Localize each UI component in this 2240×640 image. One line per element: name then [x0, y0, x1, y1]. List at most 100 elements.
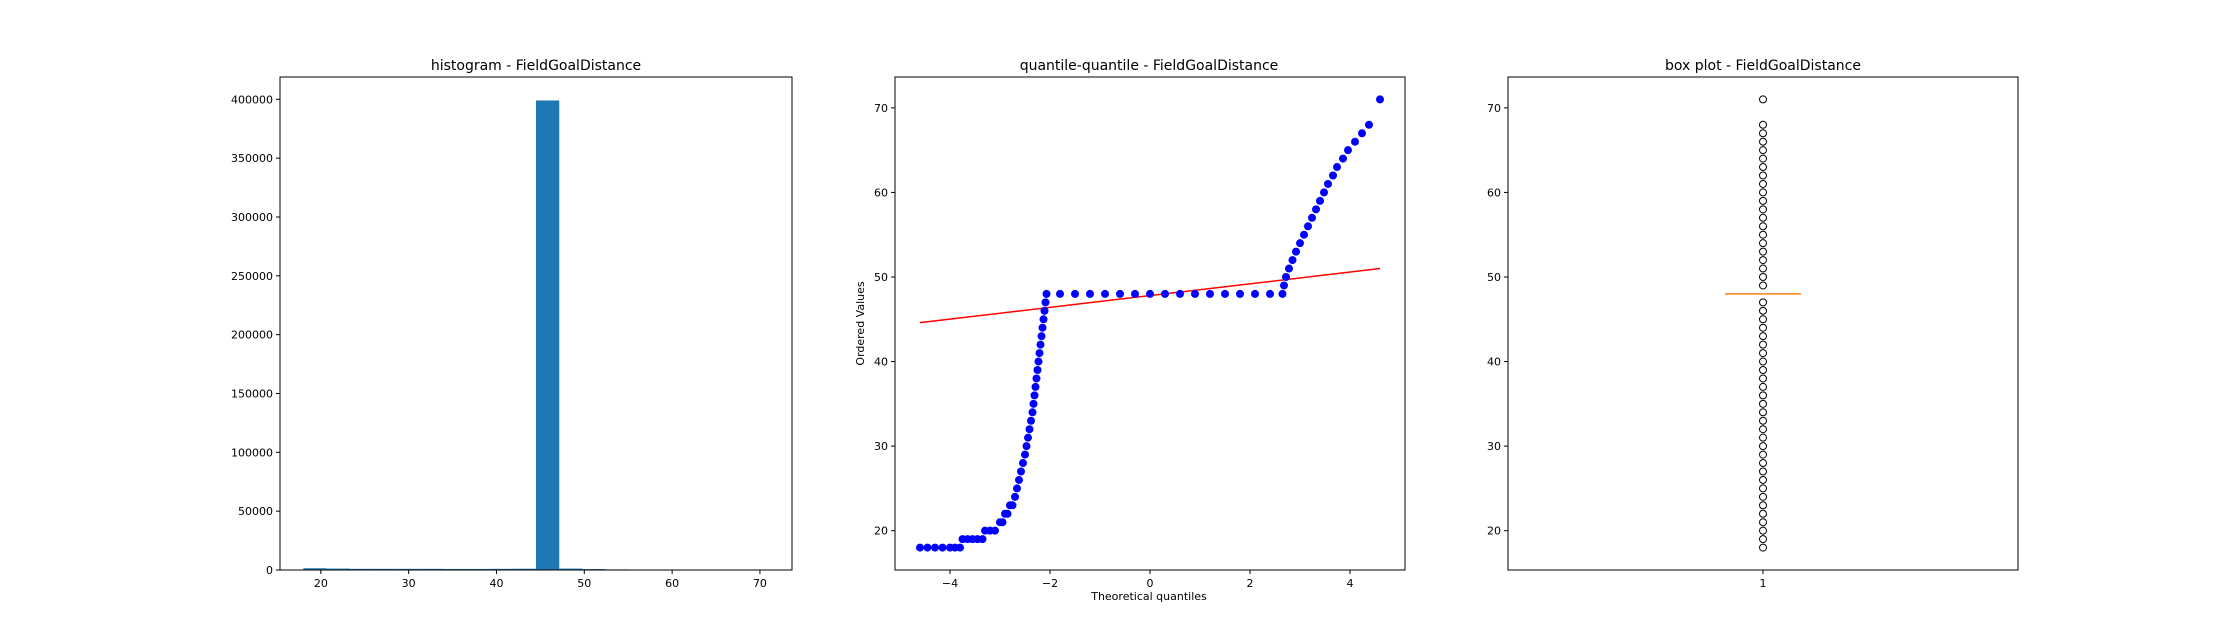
qq-point [1032, 374, 1041, 383]
boxplot-flier [1759, 467, 1767, 476]
qq-point [1282, 272, 1290, 281]
histogram-ytick-label: 50000 [238, 505, 273, 518]
boxplot-flier [1759, 315, 1767, 324]
histogram-plot-frame [279, 76, 793, 571]
boxplot-flier [1759, 408, 1767, 417]
qq-point [1003, 509, 1012, 518]
histogram-bars [303, 100, 630, 570]
qq-point [1320, 188, 1328, 197]
qq-point [916, 543, 924, 552]
boxplot-flier [1759, 171, 1767, 180]
qq-point [1008, 501, 1017, 510]
qq-point [1030, 391, 1039, 400]
qq-point [1221, 289, 1229, 298]
qq-point [956, 543, 964, 552]
histogram-panel: histogram - FieldGoalDistance 20 30 40 50 60… [231, 58, 793, 590]
boxplot-flier [1759, 349, 1767, 358]
boxplot-flier [1759, 281, 1767, 290]
qq-point [1015, 475, 1023, 484]
histogram-bar [419, 568, 443, 570]
boxplot-flier [1759, 518, 1767, 527]
qq-panel: quantile-quantile - FieldGoalDistance −4… [854, 58, 1406, 603]
qq-point [1035, 349, 1044, 358]
qq-point [1176, 289, 1184, 298]
histogram-title: histogram - FieldGoalDistance [431, 58, 641, 74]
boxplot-flier [1759, 272, 1767, 281]
qq-point [1031, 382, 1040, 391]
qq-point [1339, 154, 1347, 163]
qq-point [1024, 433, 1032, 442]
boxplot-flier [1759, 230, 1767, 239]
qq-ytick-label: 40 [874, 356, 888, 369]
qq-y-axis-label: Ordered Values [854, 281, 867, 365]
qq-point [1351, 137, 1359, 146]
qq-point [1131, 289, 1139, 298]
qq-point [1333, 163, 1341, 172]
boxplot-flier [1759, 264, 1767, 273]
histogram-xtick-label: 70 [753, 577, 767, 590]
boxplot-x-ticks: 1 [1760, 570, 1767, 590]
qq-point [1042, 289, 1051, 298]
qq-point [1013, 484, 1021, 493]
histogram-xtick-label: 50 [577, 577, 591, 590]
qq-point [1028, 408, 1037, 417]
qq-point [1280, 281, 1288, 290]
qq-point [1266, 289, 1274, 298]
boxplot-ytick-label: 60 [1487, 186, 1501, 199]
boxplot-ytick-label: 20 [1487, 525, 1501, 538]
histogram-ytick-label: 100000 [231, 446, 273, 459]
boxplot-flier [1759, 433, 1767, 442]
boxplot-ytick-label: 30 [1487, 440, 1501, 453]
qq-point [1025, 425, 1034, 434]
boxplot-flier [1759, 323, 1767, 332]
qq-point [1344, 146, 1352, 155]
boxplot-flier [1759, 306, 1767, 315]
qq-x-ticks: −4 −2 0 2 4 [942, 570, 1354, 590]
qq-y-ticks: 20 30 40 50 60 70 [874, 102, 895, 538]
qq-point [1056, 289, 1064, 298]
qq-point [1041, 298, 1050, 307]
histogram-ytick-label: 350000 [231, 152, 273, 165]
boxplot-flier [1759, 179, 1767, 188]
qq-point [1312, 205, 1320, 214]
histogram-ytick-label: 400000 [231, 93, 273, 106]
boxplot-flier [1759, 120, 1767, 129]
histogram-xtick-label: 40 [489, 577, 503, 590]
qq-point [1329, 171, 1337, 180]
boxplot-flier [1759, 137, 1767, 146]
boxplot-flier [1759, 247, 1767, 256]
qq-ytick-label: 60 [874, 186, 888, 199]
qq-xtick-label: −4 [942, 577, 958, 590]
boxplot-flier [1759, 391, 1767, 400]
boxplot-ytick-label: 70 [1487, 102, 1501, 115]
boxplot-flier [1759, 95, 1767, 104]
histogram-bar [396, 568, 420, 570]
qq-point [1308, 213, 1316, 222]
qq-point [1296, 239, 1304, 248]
histogram-x-ticks: 20 30 40 50 60 70 [314, 570, 767, 590]
qq-point [1316, 196, 1324, 205]
qq-ytick-label: 20 [874, 525, 888, 538]
boxplot-flier [1759, 492, 1767, 501]
qq-point [1038, 323, 1047, 332]
boxplot-flier [1759, 196, 1767, 205]
boxplot-flier [1759, 416, 1767, 425]
qq-plot-frame [894, 76, 1406, 571]
qq-point [1236, 289, 1244, 298]
histogram-y-ticks: 0 50000 100000 150000 200000 250000 300000 3500… [231, 93, 280, 577]
boxplot-flier [1759, 188, 1767, 197]
qq-point [1036, 340, 1045, 349]
qq-point [1040, 306, 1049, 315]
qq-x-axis-label: Theoretical quantiles [1090, 590, 1207, 603]
histogram-bar [489, 568, 513, 570]
histogram-bar [512, 568, 536, 570]
qq-title: quantile-quantile - FieldGoalDistance [1020, 58, 1279, 74]
boxplot-flier [1759, 222, 1767, 231]
boxplot-flier [1759, 526, 1767, 535]
boxplot-flier [1759, 475, 1767, 484]
histogram-xtick-label: 60 [665, 577, 679, 590]
boxplot-flier [1759, 163, 1767, 172]
boxplot-flier [1759, 484, 1767, 493]
boxplot-flier [1759, 340, 1767, 349]
boxplot-flier [1759, 357, 1767, 366]
